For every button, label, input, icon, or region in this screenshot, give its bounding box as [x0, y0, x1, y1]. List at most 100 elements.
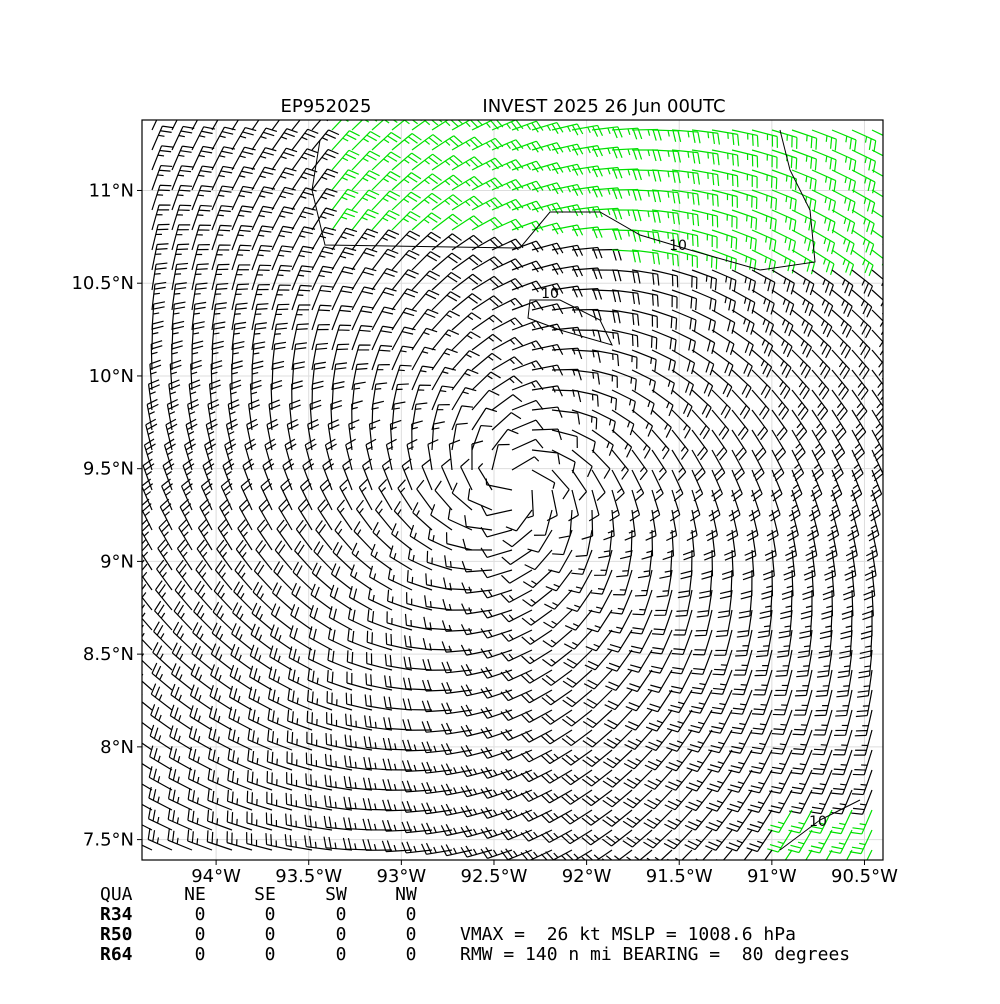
wind-barb	[791, 209, 816, 233]
wind-barb	[187, 829, 213, 851]
wind-barb	[213, 580, 233, 611]
wind-barb	[637, 549, 653, 579]
wind-barb	[331, 266, 356, 291]
wind-barb	[531, 142, 564, 155]
wind-barb	[233, 581, 253, 611]
wind-barb	[571, 226, 603, 239]
wind-barb	[391, 211, 421, 231]
wind-barb	[651, 209, 680, 225]
wind-barb	[691, 289, 717, 312]
wind-barb	[291, 187, 317, 211]
wind-barb	[631, 429, 651, 459]
wind-barb	[401, 821, 433, 834]
wind-barb	[809, 809, 833, 834]
wind-barb	[328, 606, 353, 631]
wind-barb	[291, 380, 303, 411]
wind-barb	[756, 629, 773, 658]
wind-barb	[711, 189, 738, 208]
wind-barb	[541, 749, 573, 765]
wind-barb	[751, 329, 774, 357]
wind-barb	[480, 547, 513, 559]
wind-barb	[671, 269, 698, 289]
wind-barb	[422, 659, 453, 671]
wind-barb	[778, 609, 793, 639]
wind-barb	[191, 263, 209, 291]
wind-barb	[649, 489, 661, 522]
wind-barb	[251, 322, 267, 351]
wind-barb	[431, 329, 460, 351]
wind-barb	[187, 808, 213, 831]
wind-barb	[562, 689, 593, 708]
wind-barb	[375, 500, 393, 531]
wind-barb	[671, 629, 693, 656]
wind-barb	[401, 760, 433, 772]
wind-barb	[307, 647, 333, 671]
wind-barb	[711, 669, 733, 695]
wind-barb	[708, 729, 733, 754]
wind-barb	[571, 409, 598, 430]
wind-barb	[670, 649, 693, 675]
wind-barb	[611, 369, 637, 391]
wind-barb	[785, 529, 798, 562]
wind-barb	[384, 654, 413, 671]
wind-barb	[371, 344, 393, 371]
wind-barb	[451, 254, 483, 271]
wind-barb	[511, 160, 544, 173]
wind-barb	[460, 765, 493, 778]
wind-barb	[331, 227, 358, 251]
wind-barb	[411, 173, 442, 191]
wind-barb	[271, 167, 297, 191]
wind-barb	[845, 529, 858, 562]
wind-barb	[584, 649, 613, 671]
title-right: INVEST 2025 26 Jun 00UTC	[482, 96, 725, 117]
wind-barb	[193, 601, 213, 631]
wind-barb	[731, 409, 749, 440]
wind-barb	[531, 162, 564, 175]
wind-barb	[367, 609, 393, 631]
wind-barb	[831, 209, 856, 235]
wind-barb	[542, 649, 573, 667]
x-tick-label: 91°W	[747, 866, 797, 887]
wind-barb	[831, 229, 855, 255]
wind-barb	[687, 709, 713, 734]
wind-barb	[851, 149, 876, 173]
wind-barb	[331, 149, 360, 171]
wind-barb	[691, 649, 713, 675]
wind-barb	[440, 458, 453, 491]
wind-barb	[511, 300, 544, 311]
wind-barb	[651, 369, 675, 395]
wind-barb	[731, 129, 759, 147]
wind-barb	[500, 728, 533, 741]
wind-barb	[391, 288, 419, 311]
wind-barb	[711, 169, 739, 188]
wind-barb	[491, 178, 524, 191]
wind-barb	[153, 621, 173, 651]
wind-barb	[771, 389, 790, 420]
wind-barb	[362, 818, 393, 831]
wind-barb	[205, 418, 218, 451]
wind-barb	[731, 289, 756, 314]
wind-barb	[790, 469, 803, 502]
wind-barb	[451, 422, 468, 451]
wind-barb	[709, 709, 733, 734]
wind-barb	[431, 385, 454, 411]
wind-barb	[582, 729, 613, 748]
wind-barb	[761, 569, 774, 600]
wind-barb	[370, 543, 393, 571]
wind-barb	[671, 309, 697, 332]
wind-barb	[591, 126, 623, 139]
wind-barb	[480, 648, 513, 659]
wind-barb	[471, 256, 503, 271]
wind-barb	[269, 624, 293, 651]
wind-barb	[511, 419, 544, 431]
wind-barb	[851, 269, 873, 297]
wind-barb	[391, 364, 412, 391]
wind-barb	[571, 349, 601, 363]
wind-barb	[831, 349, 851, 380]
wind-barb	[247, 728, 273, 751]
wind-barb	[805, 529, 818, 562]
wind-barb	[165, 418, 178, 451]
wind-barb	[561, 749, 593, 766]
wind-barb	[251, 341, 266, 371]
wind-barb	[423, 616, 453, 631]
